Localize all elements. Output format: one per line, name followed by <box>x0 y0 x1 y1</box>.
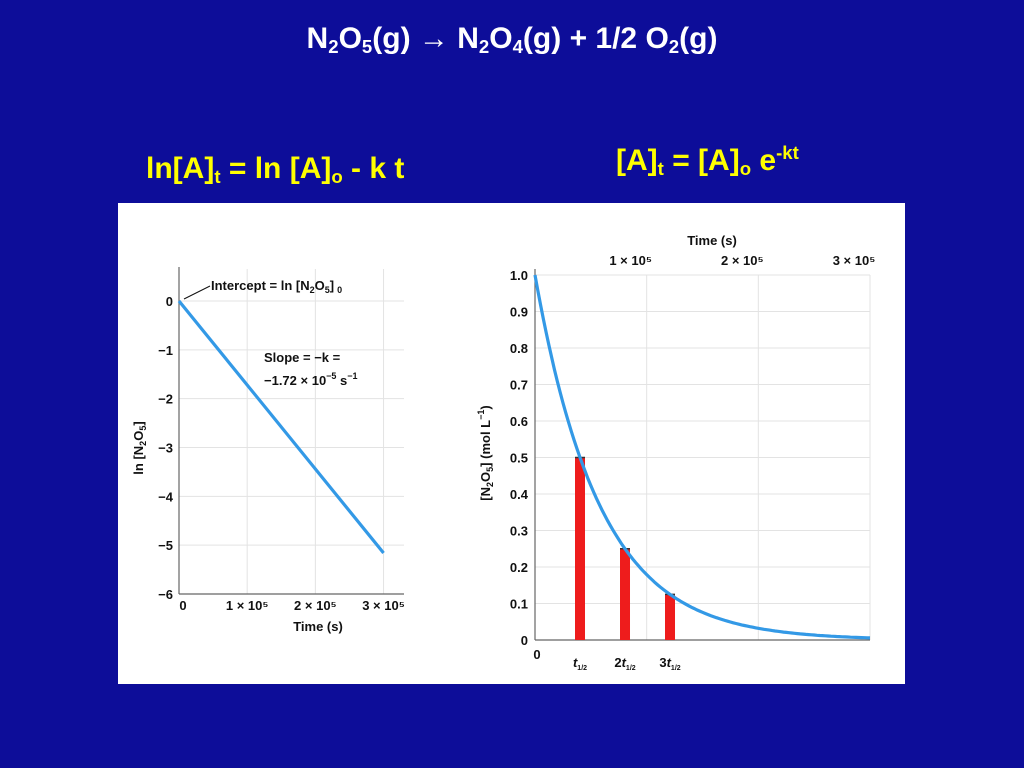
right-xaxis-title: Time (s) <box>687 233 737 248</box>
half-life-label: 2t1/2 <box>614 655 635 672</box>
concentration-decay-curve <box>533 274 871 640</box>
slope-annotation-line1: Slope = −k = <box>264 350 341 365</box>
right-top-xtick-label: 1 × 10⁵ <box>609 253 652 268</box>
first-order-exp-equation: [A]t = [A]o e-kt <box>616 141 799 180</box>
left-xtick-label: 1 × 10⁵ <box>226 598 269 613</box>
right-ytick-label: 0.3 <box>510 524 528 539</box>
left-axes <box>178 267 404 595</box>
right-series <box>533 274 871 640</box>
right-zero-label: 0 <box>533 647 540 662</box>
right-grid <box>535 274 871 641</box>
right-tick-labels: 0 0.1 0.2 0.3 0.4 0.5 0.6 0.7 0.8 0.9 1.0 1 × 10⁵ 2 … <box>510 253 875 672</box>
right-ytick-label: 0.5 <box>510 451 528 466</box>
right-ytick-label: 0.7 <box>510 378 528 393</box>
right-axes <box>534 269 870 641</box>
right-ytick-label: 0.2 <box>510 560 528 575</box>
half-life-bar <box>575 457 586 640</box>
left-ytick-label: 0 <box>166 294 173 309</box>
half-life-label: t1/2 <box>573 655 587 672</box>
left-ytick-label: −3 <box>158 441 173 456</box>
kinetics-figure: 0 −1 −2 −3 −4 −5 −6 0 1 × 10⁵ 2 × 10⁵ 3 × 10⁵ Time… <box>131 233 875 672</box>
left-ytick-label: −5 <box>158 538 173 553</box>
left-grid <box>179 269 404 595</box>
right-ytick-label: 0.6 <box>510 414 528 429</box>
left-tick-labels: 0 −1 −2 −3 −4 −5 −6 0 1 × 10⁵ 2 × 10⁵ 3 × 10⁵ <box>158 294 405 613</box>
left-ytick-label: −1 <box>158 343 173 358</box>
first-order-log-equation: ln[A]t = ln [A]o - k t <box>146 152 405 188</box>
intercept-annotation: Intercept = ln [N2O5] 0 <box>211 278 342 295</box>
intercept-leader-line <box>183 285 211 300</box>
right-ytick-label: 0.9 <box>510 305 528 320</box>
left-xaxis-title: Time (s) <box>293 619 343 634</box>
right-top-xtick-label: 3 × 10⁵ <box>833 253 876 268</box>
left-yaxis-title: ln [N2O5] <box>131 421 148 474</box>
concentration-decay-chart: 0 0.1 0.2 0.3 0.4 0.5 0.6 0.7 0.8 0.9 1.0 1 × 10⁵ 2 … <box>476 233 875 672</box>
left-xtick-label: 2 × 10⁵ <box>294 598 337 613</box>
left-ytick-label: −6 <box>158 587 173 602</box>
half-life-bar <box>620 548 631 640</box>
right-ytick-label: 0.1 <box>510 597 528 612</box>
half-life-bar <box>665 594 676 640</box>
left-series <box>177 299 385 554</box>
ln-concentration-chart: 0 −1 −2 −3 −4 −5 −6 0 1 × 10⁵ 2 × 10⁵ 3 × 10⁵ Time… <box>131 267 405 634</box>
figure-panel: 0 −1 −2 −3 −4 −5 −6 0 1 × 10⁵ 2 × 10⁵ 3 × 10⁵ Time… <box>118 203 905 684</box>
left-xtick-label: 3 × 10⁵ <box>362 598 405 613</box>
right-ytick-label: 1.0 <box>510 268 528 283</box>
right-ytick-label: 0.8 <box>510 341 528 356</box>
ln-concentration-line <box>177 299 385 554</box>
slide-title: N2O5(g) → N2O4(g) + 1/2 O2(g) <box>306 22 718 58</box>
left-ytick-label: −4 <box>158 489 174 504</box>
slope-annotation-line2: −1.72 × 10−5 s−1 <box>264 371 358 388</box>
right-ytick-label: 0 <box>521 633 528 648</box>
left-ytick-label: −2 <box>158 392 173 407</box>
half-life-label: 3t1/2 <box>659 655 680 672</box>
right-top-xtick-label: 2 × 10⁵ <box>721 253 764 268</box>
left-xtick-label: 0 <box>179 598 186 613</box>
right-yaxis-title: [N2O5] (mol L−1) <box>476 405 495 500</box>
right-ytick-label: 0.4 <box>510 487 529 502</box>
